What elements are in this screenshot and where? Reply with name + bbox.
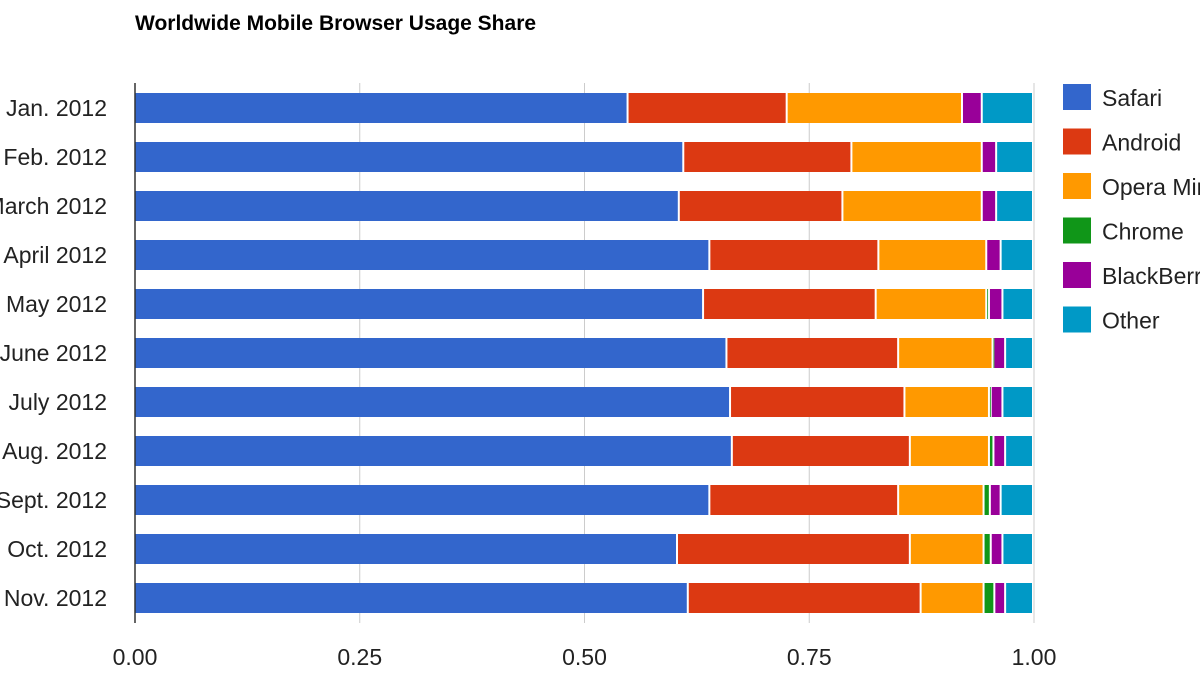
bar-segment-chrome xyxy=(987,289,989,319)
bar-segment-android xyxy=(677,534,909,564)
bar-segment-android xyxy=(684,142,851,172)
bar-segment-opera-mini xyxy=(910,534,983,564)
bar-segment-opera-mini xyxy=(905,387,988,417)
category-label: May 2012 xyxy=(6,291,107,317)
bar-segment-blackberry xyxy=(989,289,1002,319)
bar-segment-opera-mini xyxy=(921,583,983,613)
legend-label: Other xyxy=(1102,308,1160,334)
bar-segment-chrome xyxy=(989,387,991,417)
x-tick-label: 0.75 xyxy=(787,644,832,670)
bar-segment-other xyxy=(1006,583,1032,613)
category-label: Nov. 2012 xyxy=(4,585,107,611)
bar-segment-other xyxy=(1006,436,1032,466)
bar-segment-safari xyxy=(135,191,678,221)
bar-segment-chrome xyxy=(984,534,990,564)
bar-segment-opera-mini xyxy=(852,142,981,172)
bar-segment-android xyxy=(710,485,898,515)
legend-label: Chrome xyxy=(1102,219,1184,245)
bar-segment-safari xyxy=(135,240,709,270)
bar-segment-chrome xyxy=(993,338,995,368)
bar-segment-android xyxy=(732,436,909,466)
bar-segment-other xyxy=(1006,338,1032,368)
bar-segment-other xyxy=(997,142,1032,172)
bar-segment-chrome xyxy=(984,583,994,613)
bar-segment-safari xyxy=(135,534,676,564)
category-label: March 2012 xyxy=(0,193,107,219)
bar-segment-android xyxy=(727,338,898,368)
legend-label: BlackBerry xyxy=(1102,263,1200,289)
category-label: Oct. 2012 xyxy=(7,536,107,562)
bar-segment-android xyxy=(704,289,875,319)
bar-segment-other xyxy=(1001,485,1032,515)
bar-segment-android xyxy=(688,583,920,613)
category-label: Aug. 2012 xyxy=(2,438,107,464)
bar-segment-blackberry xyxy=(982,142,996,172)
bar-segment-safari xyxy=(135,93,627,123)
bar-segment-blackberry xyxy=(962,93,981,123)
legend-swatch xyxy=(1063,217,1091,244)
legend-label: Android xyxy=(1102,130,1181,156)
category-label: April 2012 xyxy=(3,242,107,268)
x-tick-label: 1.00 xyxy=(1012,644,1057,670)
bar-segment-other xyxy=(1001,240,1032,270)
bar-segment-blackberry xyxy=(991,387,1002,417)
bar-segment-safari xyxy=(135,436,731,466)
bar-segment-opera-mini xyxy=(876,289,986,319)
bar-segment-blackberry xyxy=(990,485,1000,515)
legend-swatch xyxy=(1063,173,1091,199)
bar-segment-other xyxy=(997,191,1032,221)
x-tick-label: 0.50 xyxy=(562,644,607,670)
bar-segment-blackberry xyxy=(987,240,1000,270)
bar-segment-safari xyxy=(135,485,709,515)
bar-segment-safari xyxy=(135,387,730,417)
bar-segment-opera-mini xyxy=(899,485,983,515)
bar-segment-opera-mini xyxy=(787,93,961,123)
category-label: July 2012 xyxy=(9,389,107,415)
bar-segment-android xyxy=(731,387,904,417)
category-label: Jan. 2012 xyxy=(6,95,107,121)
bar-segment-other xyxy=(982,93,1032,123)
bar-segment-opera-mini xyxy=(843,191,981,221)
bar-segment-blackberry xyxy=(994,436,1005,466)
bar-segment-android xyxy=(710,240,878,270)
chart-title: Worldwide Mobile Browser Usage Share xyxy=(135,12,537,35)
bar-segment-other xyxy=(1003,387,1032,417)
bar-segment-blackberry xyxy=(982,191,996,221)
x-tick-label: 0.00 xyxy=(113,644,158,670)
legend-swatch xyxy=(1063,262,1091,288)
legend-label: Opera Mini xyxy=(1102,174,1200,200)
bar-segment-other xyxy=(1003,534,1032,564)
legend-swatch xyxy=(1063,84,1091,110)
legend-label: Safari xyxy=(1102,85,1162,111)
bar-segment-other xyxy=(1003,289,1032,319)
bar-segment-safari xyxy=(135,583,687,613)
bar-segment-safari xyxy=(135,142,683,172)
bar-segment-blackberry xyxy=(991,534,1002,564)
bar-segment-android xyxy=(628,93,786,123)
bar-segment-opera-mini xyxy=(899,338,992,368)
legend-swatch xyxy=(1063,128,1091,155)
x-tick-label: 0.25 xyxy=(337,644,382,670)
legend-swatch xyxy=(1063,306,1091,333)
bar-segment-chrome xyxy=(984,485,989,515)
category-label: June 2012 xyxy=(0,340,107,366)
category-label: Feb. 2012 xyxy=(3,144,107,170)
bar-segment-android xyxy=(679,191,842,221)
bar-segment-blackberry xyxy=(994,338,1005,368)
bar-segment-opera-mini xyxy=(879,240,986,270)
bar-segment-opera-mini xyxy=(910,436,988,466)
bar-segment-chrome xyxy=(989,436,993,466)
bar-segment-blackberry xyxy=(995,583,1005,613)
category-label: Sept. 2012 xyxy=(0,487,107,513)
bar-segment-safari xyxy=(135,338,726,368)
bar-segment-safari xyxy=(135,289,703,319)
